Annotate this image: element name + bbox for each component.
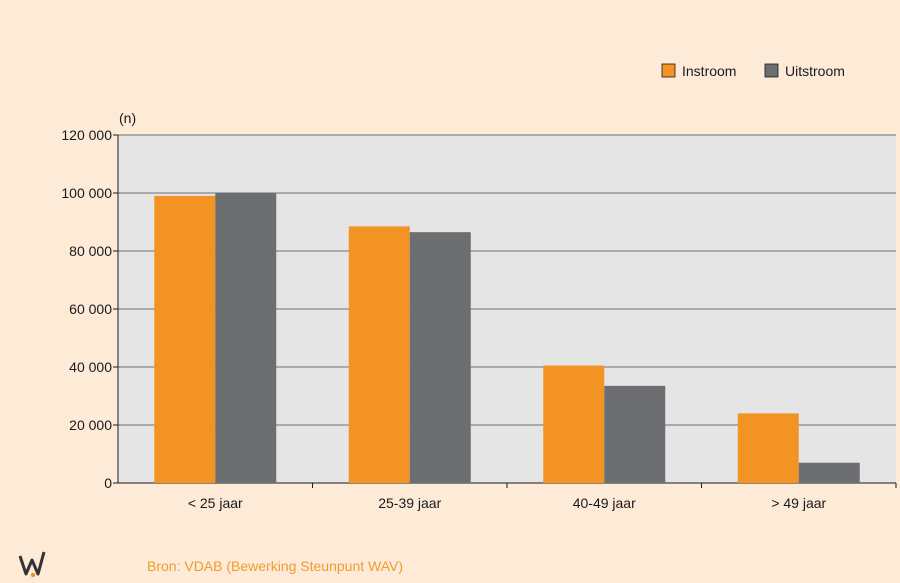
y-tick-label: 0 (104, 475, 112, 491)
bar-uitstroom-2 (409, 232, 471, 483)
bar-uitstroom-1 (215, 193, 277, 483)
bars (154, 193, 860, 483)
bar-instroom-4 (737, 413, 799, 483)
x-category-label: 40-49 jaar (573, 495, 636, 511)
bar-uitstroom-4 (798, 462, 860, 483)
y-tick-label: 60 000 (69, 301, 112, 317)
bar-instroom-1 (154, 195, 216, 483)
y-tick-label: 40 000 (69, 359, 112, 375)
legend-swatch-instroom (661, 63, 676, 78)
bar-instroom-2 (348, 226, 410, 483)
legend-swatch-uitstroom (764, 63, 779, 78)
legend-label-uitstroom: Uitstroom (785, 63, 845, 79)
legend-label-instroom: Instroom (682, 63, 736, 79)
y-unit-label: (n) (119, 110, 136, 126)
bar-uitstroom-3 (604, 385, 666, 483)
source-note: Bron: VDAB (Bewerking Steunpunt WAV) (147, 558, 403, 574)
y-tick-label: 120 000 (61, 127, 112, 143)
y-tick-label: 100 000 (61, 185, 112, 201)
y-tick-label: 80 000 (69, 243, 112, 259)
x-category-label: > 49 jaar (771, 495, 826, 511)
x-category-label: 25-39 jaar (378, 495, 441, 511)
legend: Instroom Uitstroom (661, 63, 845, 79)
x-axis-categories: < 25 jaar 25-39 jaar 40-49 jaar > 49 jaar (188, 483, 897, 511)
bar-instroom-3 (543, 365, 605, 483)
y-axis-ticks: 0 20 000 40 000 60 000 80 000 100 000 120 000 (61, 127, 896, 491)
y-tick-label: 20 000 (69, 417, 112, 433)
wav-logo-icon (18, 551, 46, 578)
x-category-label: < 25 jaar (188, 495, 243, 511)
